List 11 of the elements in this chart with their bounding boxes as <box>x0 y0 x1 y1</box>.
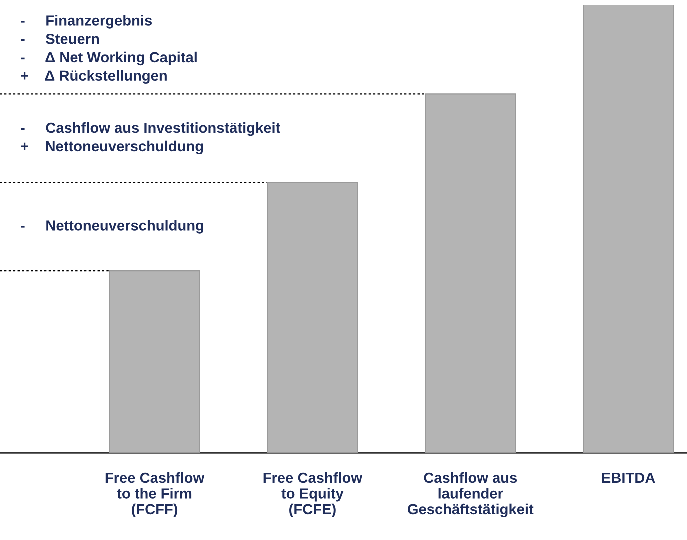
x-tick-label: Free Cashflow to the Firm (FCFF) <box>106 472 205 518</box>
bar <box>583 5 674 453</box>
bar <box>267 182 358 453</box>
x-tick-label: Free Cashflow to Equity (FCFE) <box>264 472 363 518</box>
annotation: - Nettoneuverschuldung <box>21 220 204 234</box>
x-tick-label: Cashflow aus laufender Geschäftstätigkeit <box>408 472 534 518</box>
bar <box>425 94 516 453</box>
annotation: - Finanzergebnis - Steuern - Δ Net Working Capital + Δ Rückstellungen <box>21 15 197 84</box>
annotation: - Cashflow aus Investitionstätigkeit + Nettoneuverschuldung <box>21 122 280 155</box>
bar <box>109 270 200 453</box>
x-tick-label: EBITDA <box>602 472 656 484</box>
